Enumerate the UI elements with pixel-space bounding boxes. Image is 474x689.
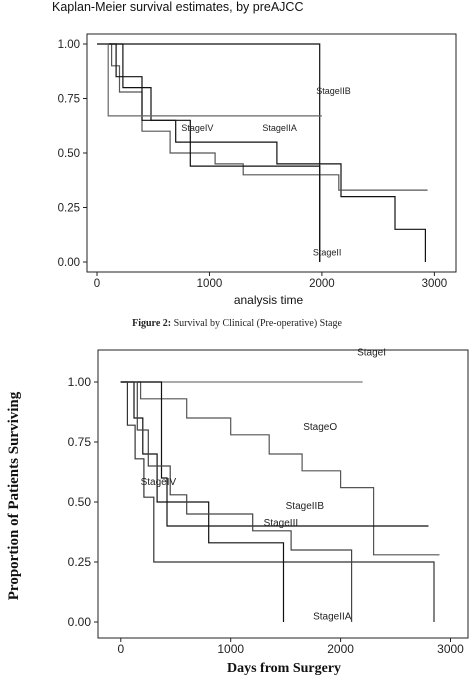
km-curve-stageiia — [120, 381, 353, 622]
x-axis-label: analysis time — [234, 293, 304, 307]
y-tick-label: 0.50 — [58, 148, 80, 160]
y-tick-label: 1.00 — [68, 375, 92, 389]
x-tick-label: 0 — [117, 642, 124, 656]
y-tick-label: 0.25 — [58, 203, 80, 215]
curve-label: StageO — [303, 422, 337, 433]
km-curve-stageiib — [120, 381, 429, 527]
chart2-survival-by-stage: 0.00 0.25 0.50 0.75 1.00 0 1000 2000 3000 StageI S… — [6, 348, 469, 676]
curve-label: StageII — [313, 247, 342, 257]
x-tick-label: 3000 — [422, 278, 448, 290]
y-tick-label: 0.00 — [58, 257, 80, 269]
figure-label: Figure 2: — [132, 318, 172, 329]
y-tick-label: 0.50 — [68, 495, 92, 509]
km-curve-series-4 — [97, 43, 322, 117]
figure-caption-text: Survival by Clinical (Pre-operative) Sta… — [171, 318, 342, 329]
y-tick-label: 0.75 — [58, 94, 80, 106]
km-curve-stageo — [120, 381, 440, 556]
x-tick-label: 2000 — [327, 642, 354, 656]
curve-label: StageIIB — [286, 501, 325, 512]
curve-label: StageI — [357, 348, 386, 359]
km-curve-stageiia — [97, 43, 426, 262]
curve-label: StageIIA — [262, 123, 297, 133]
curve-label: StageIIA — [313, 612, 352, 623]
curve-label: StageIV — [141, 477, 177, 488]
km-curve-stageiii — [120, 381, 285, 622]
x-tick-label: 1000 — [197, 278, 223, 290]
x-tick-label: 1000 — [217, 642, 244, 656]
km-curve-stageiv — [120, 381, 435, 622]
y-tick-label: 0.75 — [68, 435, 92, 449]
y-tick-label: 0.25 — [68, 555, 92, 569]
x-tick-label: 0 — [94, 278, 100, 290]
y-tick-label: 1.00 — [58, 39, 80, 51]
curve-label: StageIIB — [316, 86, 351, 96]
y-tick-label: 0.00 — [68, 615, 92, 629]
figure-caption: Figure 2: Survival by Clinical (Pre-oper… — [0, 318, 474, 329]
curve-label: StageIII — [264, 518, 298, 529]
plot-frame — [97, 349, 469, 639]
x-tick-label: 3000 — [437, 642, 464, 656]
plot-frame — [86, 33, 457, 273]
y-axis-label: Proportion of Patients Surviving — [6, 391, 22, 600]
curve-label: StageIV — [181, 123, 213, 133]
chart1-km-preajcc: 0.00 0.25 0.50 0.75 1.00 0 1000 2000 3000 StageII… — [58, 33, 457, 307]
km-curve-stageii — [97, 43, 321, 262]
x-tick-label: 2000 — [309, 278, 335, 290]
x-axis-label: Days from Surgery — [227, 661, 341, 676]
chart1-title: Kaplan-Meier survival estimates, by preA… — [52, 0, 304, 14]
km-curve-stageiv — [97, 43, 428, 191]
